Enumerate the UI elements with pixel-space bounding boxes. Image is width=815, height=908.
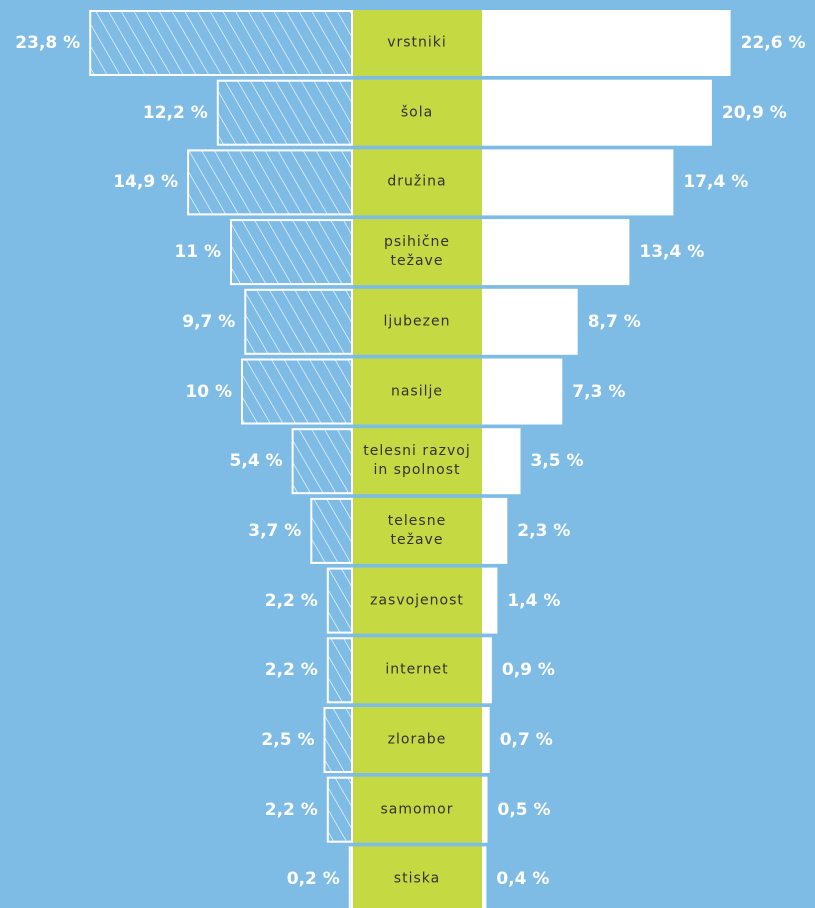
value-label: 13,4 % bbox=[639, 242, 705, 263]
bar-right bbox=[482, 428, 521, 495]
bar-left bbox=[187, 149, 353, 216]
bar-left bbox=[326, 637, 353, 704]
bar-right bbox=[482, 497, 508, 564]
value-label: 20,9 % bbox=[721, 102, 787, 123]
value-label: 7,3 % bbox=[572, 381, 626, 402]
category-cell bbox=[352, 497, 482, 564]
bar-left bbox=[326, 776, 353, 843]
value-label: 9,7 % bbox=[182, 311, 236, 332]
value-label: 1,4 % bbox=[507, 590, 561, 611]
bar-right bbox=[482, 776, 488, 843]
category-label: telesne težave bbox=[387, 512, 447, 548]
category-cell bbox=[352, 219, 482, 286]
category-label: nasilje bbox=[390, 383, 444, 399]
category-label: vrstniki bbox=[387, 34, 447, 51]
category-label: ljubezen bbox=[383, 313, 451, 330]
category-label: družina bbox=[387, 173, 447, 190]
value-label: 17,4 % bbox=[683, 172, 749, 193]
value-label: 12,2 % bbox=[142, 102, 208, 123]
category-cell bbox=[352, 358, 482, 425]
bar-left bbox=[241, 358, 353, 425]
bar-left bbox=[310, 497, 353, 564]
bar-left bbox=[230, 219, 353, 286]
value-label: 2,3 % bbox=[517, 520, 571, 541]
bar-right bbox=[482, 79, 712, 146]
bar-left bbox=[323, 707, 353, 773]
bar-right bbox=[482, 637, 492, 704]
bar-right bbox=[482, 707, 490, 773]
value-label: 11 % bbox=[174, 242, 221, 263]
value-label: 5,4 % bbox=[229, 451, 283, 472]
value-label: 0,9 % bbox=[501, 660, 555, 681]
value-label: 3,7 % bbox=[248, 520, 302, 541]
category-label: stiska bbox=[393, 870, 441, 887]
category-cell bbox=[352, 846, 482, 908]
bar-left bbox=[348, 846, 353, 908]
bar-left bbox=[326, 567, 353, 634]
bar-right bbox=[482, 846, 487, 908]
category-cell bbox=[352, 637, 482, 704]
category-cell bbox=[352, 10, 482, 76]
bar-left bbox=[89, 10, 353, 76]
value-label: 3,5 % bbox=[530, 451, 584, 472]
category-label: šola bbox=[400, 104, 434, 121]
category-cell bbox=[352, 428, 482, 495]
category-cell bbox=[352, 288, 482, 355]
category-cell bbox=[352, 567, 482, 634]
value-label: 10 % bbox=[185, 381, 232, 402]
bar-right bbox=[482, 219, 630, 286]
bar-right bbox=[482, 358, 563, 425]
value-label: 8,7 % bbox=[587, 311, 641, 332]
category-cell bbox=[352, 79, 482, 146]
value-label: 2,2 % bbox=[264, 590, 318, 611]
bar-left bbox=[244, 288, 353, 355]
bar-right bbox=[482, 10, 731, 76]
value-label: 0,4 % bbox=[496, 869, 550, 890]
value-label: 0,7 % bbox=[499, 730, 553, 750]
category-label: internet bbox=[385, 661, 449, 678]
value-label: 23,8 % bbox=[15, 33, 81, 53]
category-label: zlorabe bbox=[387, 731, 447, 748]
category-label: zasvojenost bbox=[370, 592, 464, 609]
category-label: psihične težave bbox=[383, 234, 451, 270]
category-label: telesni razvoj in spolnost bbox=[363, 443, 471, 479]
category-cell bbox=[352, 149, 482, 216]
category-cell bbox=[352, 707, 482, 773]
value-label: 2,2 % bbox=[264, 660, 318, 681]
value-label: 2,2 % bbox=[264, 799, 318, 820]
bar-right bbox=[482, 567, 498, 634]
category-label: samomor bbox=[380, 801, 454, 818]
value-label: 0,5 % bbox=[497, 799, 551, 820]
value-label: 22,6 % bbox=[740, 33, 806, 53]
value-label: 0,2 % bbox=[286, 869, 340, 890]
bar-right bbox=[482, 288, 578, 355]
bar-left bbox=[291, 428, 354, 495]
bar-left bbox=[216, 79, 353, 146]
value-label: 2,5 % bbox=[261, 730, 315, 750]
bar-right bbox=[482, 149, 674, 216]
category-cell bbox=[352, 776, 482, 843]
value-label: 14,9 % bbox=[113, 172, 179, 193]
